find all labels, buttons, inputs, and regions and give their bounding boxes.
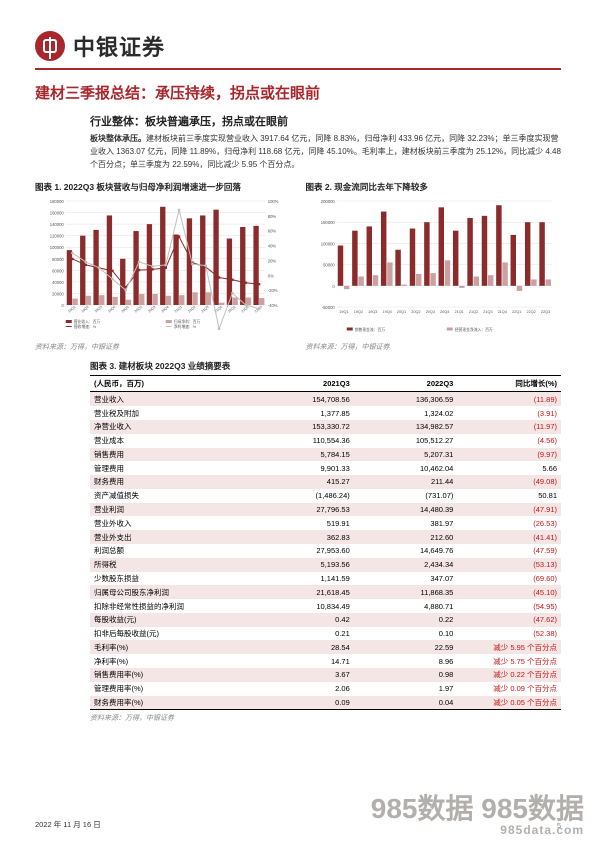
svg-text:80000: 80000 (52, 257, 64, 262)
svg-text:21Q1: 21Q1 (454, 310, 463, 314)
table-row: 归属母公司股东净利润21,618.4511,868.35(45.10) (90, 585, 561, 599)
svg-text:21Q2: 21Q2 (468, 310, 477, 314)
svg-text:经营现金净流入：百万: 经营现金净流入：百万 (454, 327, 492, 332)
table-row: 营业税及附加1,377.851,324.02(3.91) (90, 406, 561, 420)
table-row: 毛利率(%)28.5422.59减少 5.95 个百分点 (90, 640, 561, 654)
table-row: 管理费用率(%)2.061.97减少 0.09 个百分点 (90, 682, 561, 696)
svg-text:40%: 40% (268, 244, 277, 249)
chart2-source: 资料来源：万得，中银证券 (306, 342, 562, 352)
svg-text:销售现金流：百万: 销售现金流：百万 (354, 327, 385, 332)
svg-text:营收增速：%: 营收增速：% (74, 324, 97, 329)
logo-icon (35, 31, 65, 61)
svg-text:22Q1: 22Q1 (512, 310, 521, 314)
svg-text:归母净利：百万: 归母净利：百万 (174, 319, 201, 324)
report-header: 中银证券 (35, 30, 561, 62)
page-title: 建材三季报总结：承压持续，拐点或在眼前 (35, 82, 561, 103)
table-row: 净营业收入153,330.72134,982.57(11.97) (90, 420, 561, 434)
footer-date: 2022 年 11 月 16 日 (35, 819, 101, 830)
svg-text:20Q2: 20Q2 (411, 310, 420, 314)
svg-text:22Q2: 22Q2 (526, 310, 535, 314)
body-paragraph: 板块整体承压。建材板块前三季度实现营业收入 3917.64 亿元，同降 8.83… (90, 133, 561, 171)
divider (35, 68, 561, 70)
svg-text:180000: 180000 (50, 199, 65, 204)
table-row: 营业外支出362.83212.60(41.41) (90, 530, 561, 544)
table-row: 扣非后每股收益(元)0.210.10(52.38) (90, 627, 561, 641)
svg-text:20Q3: 20Q3 (425, 310, 434, 314)
watermark: 985数据 985数据 985data.com (371, 787, 584, 834)
svg-text:60000: 60000 (52, 269, 64, 274)
svg-text:22Q3: 22Q3 (540, 310, 549, 314)
svg-text:100000: 100000 (320, 242, 335, 247)
body-lead: 板块整体承压。 (90, 134, 146, 143)
table-row: 营业外收入519.91381.97(26.53) (90, 516, 561, 530)
table-row: 财务费用率(%)0.090.04减少 0.05 个百分点 (90, 696, 561, 710)
svg-text:19Q3: 19Q3 (368, 310, 377, 314)
table-row: 营业收入154,708.56136,306.59(11.89) (90, 392, 561, 406)
table-row: 营业成本110,554.36105,512.27(4.56) (90, 434, 561, 448)
svg-text:40000: 40000 (52, 280, 64, 285)
svg-text:140000: 140000 (50, 223, 65, 228)
table-row: 资产减值损失(1,486.24)(731.07)50.81 (90, 489, 561, 503)
svg-text:20Q1: 20Q1 (396, 310, 405, 314)
chart1: 0200004000060000800001000001200001400001… (35, 195, 291, 335)
table-row: 销售费用率(%)3.670.98减少 0.22 个百分点 (90, 668, 561, 682)
chart2-title: 图表 2. 现金流同比去年下降较多 (306, 181, 562, 193)
table-row: 销售费用5,784.155,207.31(9.97) (90, 448, 561, 462)
svg-text:100%: 100% (268, 199, 279, 204)
col-2022q3: 2022Q3 (354, 376, 458, 392)
table-row: 少数股东损益1,141.59347.07(69.60) (90, 572, 561, 586)
table-row: 扣除非经常性损益的净利润10,834.494,880.71(54.95) (90, 599, 561, 613)
body-text: 建材板块前三季度实现营业收入 3917.64 亿元，同降 8.83%，归母净利 … (90, 134, 561, 169)
svg-text:160000: 160000 (50, 211, 65, 216)
table-row: 利润总额27,953.6014,649.76(47.59) (90, 544, 561, 558)
svg-text:100000: 100000 (50, 246, 65, 251)
svg-text:19Q2: 19Q2 (353, 310, 362, 314)
svg-text:120000: 120000 (50, 234, 65, 239)
svg-text:200000: 200000 (320, 199, 335, 204)
svg-text:-50000: -50000 (321, 305, 335, 310)
svg-text:150000: 150000 (320, 221, 335, 226)
table-row: 所得税5,193.562,434.34(53.13) (90, 558, 561, 572)
chart2: -5000005000010000015000020000019Q119Q219… (306, 195, 562, 335)
svg-text:21Q4: 21Q4 (497, 310, 506, 314)
watermark-sub: 985data.com (371, 827, 584, 834)
chart1-source: 资料来源：万得，中银证券 (35, 342, 291, 352)
section-heading: 行业整体：板块普遍承压，拐点或在眼前 (90, 113, 561, 129)
company-name: 中银证券 (73, 30, 165, 62)
table-row: 管理费用9,901.3310,462.045.66 (90, 461, 561, 475)
svg-text:-40%: -40% (268, 303, 278, 308)
chart1-title: 图表 1. 2022Q3 板块营收与归母净利润增速进一步回落 (35, 181, 291, 193)
col-growth: 同比增长(%) (457, 376, 561, 392)
table-row: 净利率(%)14.718.96减少 5.75 个百分点 (90, 654, 561, 668)
table-title: 图表 3. 建材板块 2022Q3 业绩摘要表 (90, 360, 561, 372)
svg-text:21Q3: 21Q3 (483, 310, 492, 314)
financial-table: (人民币，百万) 2021Q3 2022Q3 同比增长(%) 营业收入154,7… (90, 375, 561, 710)
watermark-main: 985数据 985数据 (371, 793, 584, 824)
svg-text:20Q4: 20Q4 (440, 310, 449, 314)
table-row: 财务费用415.27211.44(49.08) (90, 475, 561, 489)
table-row: 每股收益(元)0.420.22(47.62) (90, 613, 561, 627)
svg-text:19Q4: 19Q4 (382, 310, 391, 314)
svg-text:20000: 20000 (52, 292, 64, 297)
svg-text:20%: 20% (268, 259, 277, 264)
svg-text:50000: 50000 (323, 263, 335, 268)
svg-text:营业收入：百万: 营业收入：百万 (74, 319, 101, 324)
svg-text:60%: 60% (268, 229, 277, 234)
table-row: 营业利润27,796.5314,480.39(47.91) (90, 503, 561, 517)
svg-text:19Q1: 19Q1 (339, 310, 348, 314)
svg-text:-20%: -20% (268, 289, 278, 294)
col-unit: (人民币，百万) (90, 376, 250, 392)
svg-text:净利增速：%: 净利增速：% (174, 324, 197, 329)
col-2021q3: 2021Q3 (250, 376, 354, 392)
svg-text:80%: 80% (268, 214, 277, 219)
table-source: 资料来源：万得，中银证券 (90, 713, 561, 723)
svg-text:0%: 0% (268, 274, 274, 279)
